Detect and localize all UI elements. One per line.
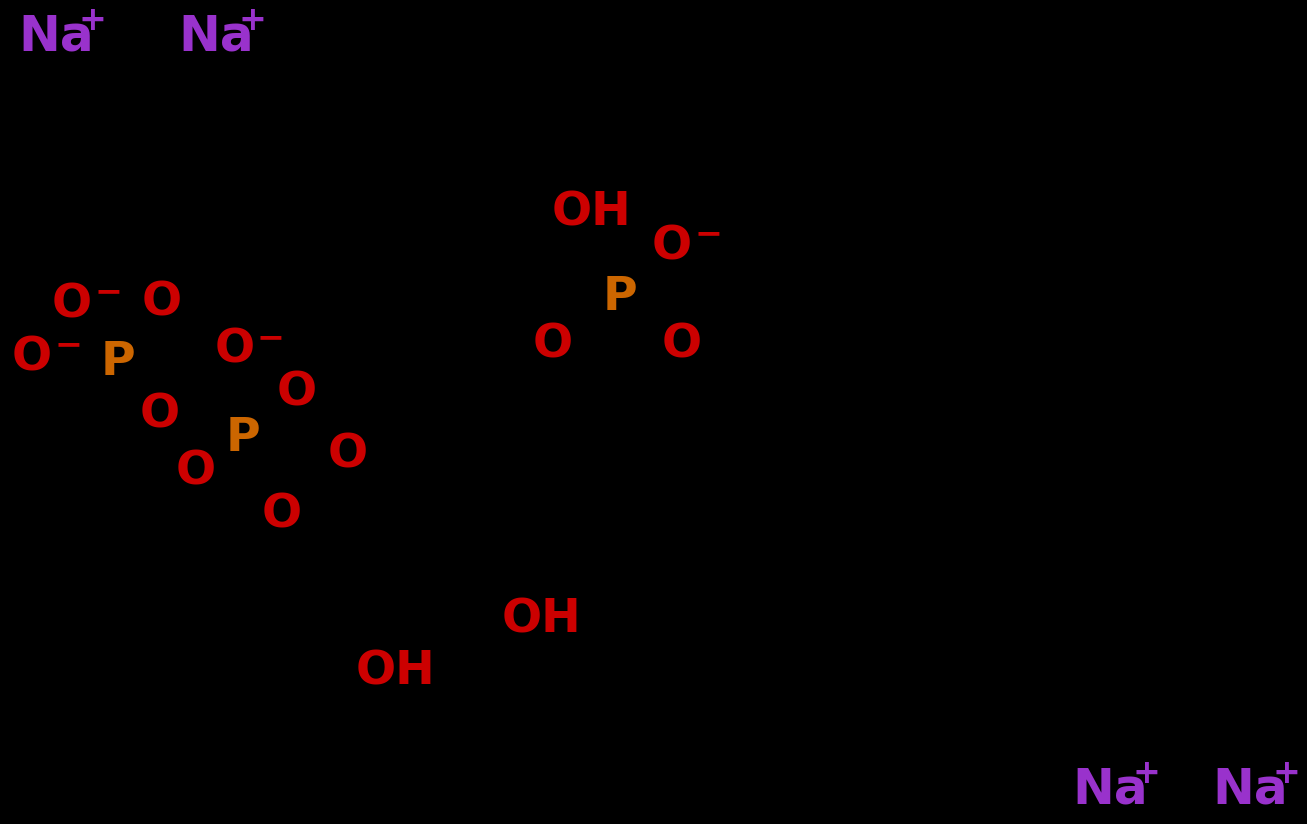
Text: OH: OH — [356, 649, 435, 695]
Text: −: − — [695, 218, 723, 250]
Text: O: O — [277, 371, 318, 415]
Text: P: P — [226, 415, 260, 461]
Text: O: O — [661, 322, 702, 368]
Text: −: − — [257, 321, 285, 354]
Text: OH: OH — [502, 597, 582, 643]
Text: OH: OH — [552, 190, 631, 236]
Text: O: O — [261, 493, 302, 537]
Text: O: O — [652, 224, 693, 269]
Text: O: O — [52, 283, 91, 327]
Text: O: O — [142, 280, 182, 325]
Text: +: + — [238, 4, 265, 37]
Text: O: O — [328, 433, 369, 477]
Text: O: O — [12, 335, 52, 381]
Text: O: O — [214, 327, 255, 372]
Text: −: − — [54, 329, 82, 362]
Text: −: − — [94, 275, 122, 308]
Text: +: + — [78, 4, 106, 37]
Text: P: P — [101, 339, 136, 385]
Text: +: + — [1272, 757, 1300, 790]
Text: O: O — [533, 322, 572, 368]
Text: O: O — [176, 450, 216, 494]
Text: P: P — [603, 275, 638, 321]
Text: Na: Na — [178, 12, 254, 60]
Text: Na: Na — [18, 12, 94, 60]
Text: Na: Na — [1212, 765, 1287, 813]
Text: +: + — [1132, 757, 1159, 790]
Text: O: O — [140, 392, 180, 438]
Text: Na: Na — [1072, 765, 1148, 813]
